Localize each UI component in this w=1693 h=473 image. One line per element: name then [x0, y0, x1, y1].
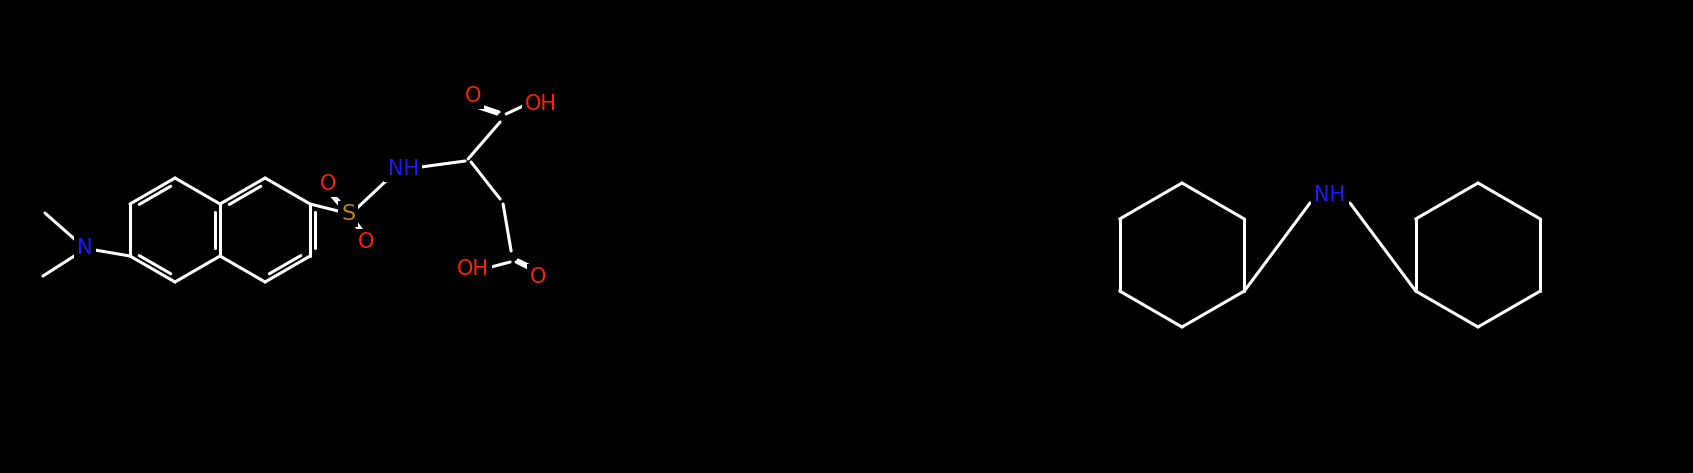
- Text: NH: NH: [1314, 185, 1346, 205]
- Text: O: O: [466, 86, 481, 106]
- Text: N: N: [78, 238, 93, 258]
- Text: NH: NH: [388, 159, 418, 179]
- Text: S: S: [340, 204, 356, 224]
- Text: OH: OH: [457, 259, 489, 279]
- Text: O: O: [320, 174, 337, 194]
- Text: O: O: [357, 232, 374, 252]
- Text: O: O: [530, 267, 547, 287]
- Text: OH: OH: [525, 94, 557, 114]
